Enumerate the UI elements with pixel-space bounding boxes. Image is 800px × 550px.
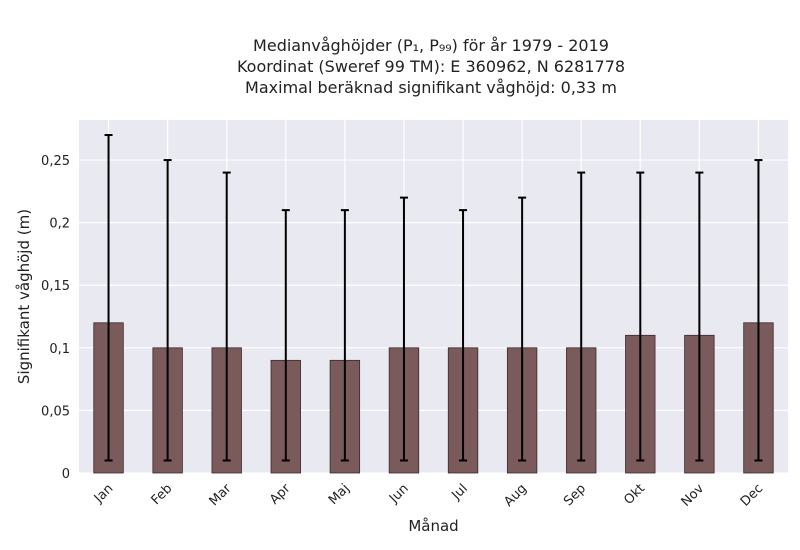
x-tick-label: Jul bbox=[448, 481, 470, 503]
x-axis: Jan Feb Mar Apr Maj Jun Jul Aug Sep Okt Nov Dec bbox=[91, 481, 766, 510]
error-bar-sep bbox=[577, 171, 586, 462]
x-tick-label: Feb bbox=[149, 481, 176, 508]
x-tick-label: Jun bbox=[386, 481, 412, 507]
error-bar-jan bbox=[104, 134, 113, 462]
x-tick-label: Jan bbox=[91, 481, 116, 506]
x-tick-label: Apr bbox=[267, 481, 294, 508]
y-axis: 0 0,05 0,1 0,15 0,2 0,25 bbox=[41, 154, 70, 482]
y-tick-label: 0,15 bbox=[41, 279, 70, 294]
chart-title: Medianvåghöjder (P₁, P₉₉) för år 1979 - … bbox=[237, 36, 625, 97]
chart-title-line: Maximal beräknad signifikant våghöjd: 0,… bbox=[245, 78, 617, 97]
error-bar-dec bbox=[754, 159, 763, 462]
y-tick-label: 0,1 bbox=[49, 342, 70, 357]
x-tick-label: Aug bbox=[501, 481, 530, 510]
x-tick-label: Okt bbox=[621, 481, 648, 508]
x-axis-label: Månad bbox=[408, 517, 458, 535]
error-bar-feb bbox=[163, 159, 172, 462]
y-tick-label: 0,2 bbox=[49, 217, 70, 232]
error-bar-jul bbox=[459, 209, 468, 462]
error-bars bbox=[104, 134, 763, 462]
y-tick-label: 0,25 bbox=[41, 154, 70, 169]
x-tick-label: Mar bbox=[207, 481, 235, 509]
error-bar-apr bbox=[281, 209, 290, 462]
chart-title-line: Medianvåghöjder (P₁, P₉₉) för år 1979 - … bbox=[253, 36, 609, 55]
error-bar-maj bbox=[340, 209, 349, 462]
chart-title-line: Koordinat (Sweref 99 TM): E 360962, N 62… bbox=[237, 57, 625, 76]
error-bar-okt bbox=[636, 171, 645, 462]
y-axis-label: Signifikant våghöjd (m) bbox=[15, 209, 33, 384]
x-tick-label: Dec bbox=[738, 481, 766, 509]
error-bar-nov bbox=[695, 171, 704, 462]
error-bar-jun bbox=[399, 196, 408, 462]
error-bar-aug bbox=[518, 196, 527, 462]
x-tick-label: Maj bbox=[326, 481, 353, 508]
y-tick-label: 0,05 bbox=[41, 404, 70, 419]
x-tick-label: Sep bbox=[561, 481, 589, 509]
x-tick-label: Nov bbox=[679, 481, 708, 510]
error-bar-mar bbox=[222, 171, 231, 462]
plot-area bbox=[79, 120, 788, 473]
y-tick-label: 0 bbox=[62, 467, 70, 482]
